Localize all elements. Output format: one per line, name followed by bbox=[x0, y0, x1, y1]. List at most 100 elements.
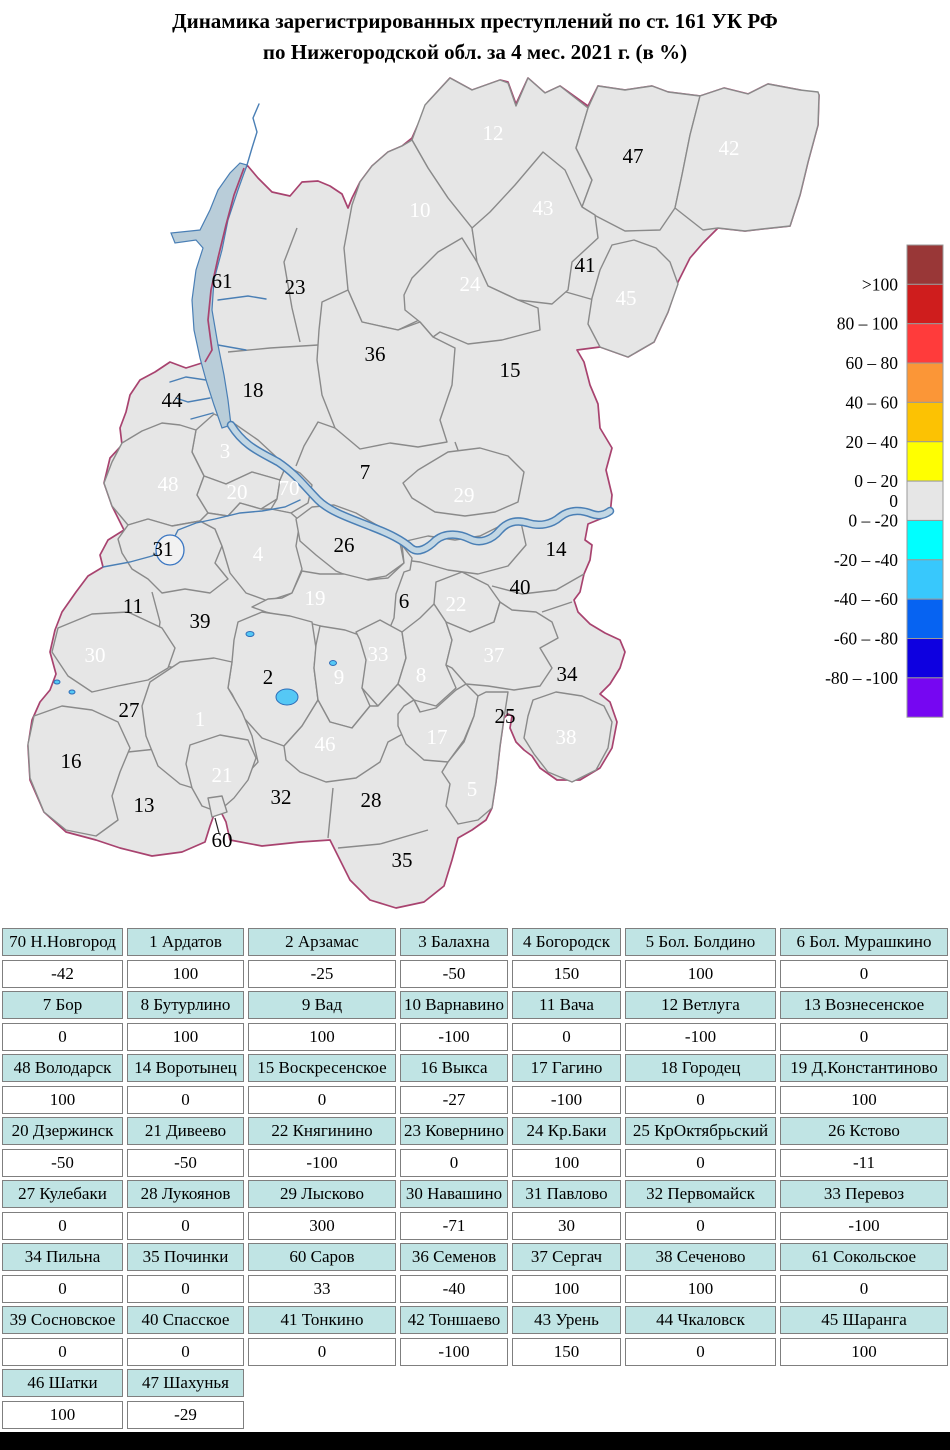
legend-swatch-8 bbox=[906, 559, 944, 600]
region-name-cell: 37 Сергач bbox=[512, 1243, 621, 1271]
map-region-21 bbox=[185, 734, 257, 813]
region-name-cell: 3 Балахна bbox=[400, 928, 508, 956]
legend-label-5: 0 – 20 bbox=[854, 471, 898, 491]
map-region-label-18: 18 bbox=[243, 378, 264, 402]
river-branch-west-3 bbox=[190, 412, 214, 420]
region-name-cell: 7 Бор bbox=[2, 991, 123, 1019]
map-region-label-36: 36 bbox=[365, 342, 386, 366]
map-region-label-30: 30 bbox=[85, 643, 106, 667]
region-value-cell: 300 bbox=[248, 1212, 396, 1240]
river-branch-west-1 bbox=[169, 376, 207, 383]
region-name-cell: 16 Выкса bbox=[400, 1054, 508, 1082]
river-branch-east-1 bbox=[217, 295, 267, 301]
region-name-cell: 36 Семенов bbox=[400, 1243, 508, 1271]
map-region-label-5: 5 bbox=[467, 777, 478, 801]
legend-swatch-1 bbox=[906, 283, 944, 325]
legend-swatch-6 bbox=[906, 480, 944, 521]
legend-swatch-3 bbox=[906, 362, 944, 403]
region-name-cell: 40 Спасское bbox=[127, 1306, 244, 1334]
map-region-label-33: 33 bbox=[368, 642, 389, 666]
region-name-cell: 8 Бутурлино bbox=[127, 991, 244, 1019]
region-value-cell: 0 bbox=[248, 1338, 396, 1366]
region-value-cell: 0 bbox=[625, 1086, 776, 1114]
map-region-48 bbox=[103, 422, 209, 527]
region-name-cell: 9 Вад bbox=[248, 991, 396, 1019]
region-name-cell: 25 КрОктябрьский bbox=[625, 1117, 776, 1145]
legend-label-10: -60 – -80 bbox=[834, 629, 898, 649]
region-name-cell: 2 Арзамас bbox=[248, 928, 396, 956]
table-header-row-4: 20 Дзержинск 21 Дивеево 22 Княгинино 23 Ков… bbox=[0, 1114, 950, 1145]
table-header-row-7: 39 Сосновское 40 Спасское 41 Тонкино 42 Тон… bbox=[0, 1303, 950, 1334]
region-name-cell: 6 Бол. Мурашкино bbox=[780, 928, 948, 956]
page-title: Динамика зарегистрированных преступлений… bbox=[0, 6, 950, 68]
region-name-cell: 27 Кулебаки bbox=[2, 1180, 123, 1208]
table-value-row-8: 100 -29 bbox=[0, 1397, 950, 1429]
table-header-row-5: 27 Кулебаки 28 Лукоянов 29 Лысково 30 Наваш… bbox=[0, 1177, 950, 1208]
map-region-label-41: 41 bbox=[575, 253, 596, 277]
region-name-cell: 29 Лысково bbox=[248, 1180, 396, 1208]
map-region-label-6: 6 bbox=[399, 589, 410, 613]
map-region-label-16: 16 bbox=[61, 749, 82, 773]
map-region-24 bbox=[403, 237, 541, 345]
region-name-cell: 4 Богородск bbox=[512, 928, 621, 956]
legend-label-0: >100 bbox=[862, 274, 898, 294]
map-region-label-19: 19 bbox=[305, 586, 326, 610]
region-value-cell: 0 bbox=[512, 1023, 621, 1051]
region-name-cell: 39 Сосновское bbox=[2, 1306, 123, 1334]
oblast-border-through-water bbox=[204, 167, 245, 363]
region-name-cell: 45 Шаранга bbox=[780, 1306, 948, 1334]
table-header-row-1: 70 Н.Новгород 1 Ардатов 2 Арзамас 3 Балахна… bbox=[0, 925, 950, 956]
region-name-cell: 43 Урень bbox=[512, 1306, 621, 1334]
region-value-cell: 100 bbox=[625, 960, 776, 988]
legend-swatch-0 bbox=[906, 244, 944, 285]
region-name-cell: 48 Володарск bbox=[2, 1054, 123, 1082]
region-name-cell: 5 Бол. Болдино bbox=[625, 928, 776, 956]
region-name-cell: 33 Перевоз bbox=[780, 1180, 948, 1208]
map-region-19 bbox=[251, 544, 413, 637]
region-value-cell: 0 bbox=[400, 1149, 508, 1177]
bottom-black-bar bbox=[0, 1432, 950, 1450]
region-value-cell: -100 bbox=[512, 1086, 621, 1114]
map-region-label-25: 25 bbox=[495, 704, 516, 728]
legend-swatch-7 bbox=[906, 519, 944, 561]
region-name-cell: 10 Варнавино bbox=[400, 991, 508, 1019]
region-value-cell: 0 bbox=[625, 1338, 776, 1366]
legend-swatch-2 bbox=[906, 323, 944, 364]
region-name-cell: 47 Шахунья bbox=[127, 1369, 244, 1397]
table-header-row-8: 46 Шатки 47 Шахунья bbox=[0, 1366, 950, 1397]
region-value-cell: -100 bbox=[625, 1023, 776, 1051]
map-region-label-60: 60 bbox=[212, 828, 233, 852]
region-value-cell: 0 bbox=[2, 1275, 123, 1303]
map-container: 70 1 2 3 4 5 6 7 8 9 10 11 12 13 48 14 15 16 17 18 19 20 21 22 2… bbox=[27, 77, 944, 909]
map-region-label-21: 21 bbox=[212, 763, 233, 787]
region-name-cell: 41 Тонкино bbox=[248, 1306, 396, 1334]
map-region-label-70: 70 bbox=[279, 476, 300, 500]
map-region-label-40: 40 bbox=[510, 575, 531, 599]
map-region-label-17: 17 bbox=[427, 725, 448, 749]
region-name-cell: 61 Сокольское bbox=[780, 1243, 948, 1271]
title-line-2: по Нижегородской обл. за 4 мес. 2021 г. … bbox=[262, 40, 688, 64]
region-value-cell: 100 bbox=[625, 1275, 776, 1303]
region-name-cell: 38 Сеченово bbox=[625, 1243, 776, 1271]
map-region-45 bbox=[587, 239, 679, 358]
region-value-cell: 0 bbox=[780, 960, 948, 988]
region-value-cell: -100 bbox=[780, 1212, 948, 1240]
region-value-cell: 150 bbox=[512, 960, 621, 988]
region-name-cell: 12 Ветлуга bbox=[625, 991, 776, 1019]
region-value-cell: 0 bbox=[127, 1086, 244, 1114]
region-value-cell: 100 bbox=[2, 1086, 123, 1114]
map-region-label-20: 20 bbox=[227, 480, 248, 504]
region-value-cell: -71 bbox=[400, 1212, 508, 1240]
region-name-cell: 18 Городец bbox=[625, 1054, 776, 1082]
region-value-cell: 100 bbox=[127, 960, 244, 988]
map-region-label-10: 10 bbox=[410, 198, 431, 222]
region-name-cell: 17 Гагино bbox=[512, 1054, 621, 1082]
region-name-cell: 28 Лукоянов bbox=[127, 1180, 244, 1208]
region-value-cell: 100 bbox=[780, 1086, 948, 1114]
map-region-label-9: 9 bbox=[334, 665, 345, 689]
legend-label-3: 40 – 60 bbox=[846, 392, 899, 412]
region-value-cell: 100 bbox=[512, 1275, 621, 1303]
region-name-cell: 11 Вача bbox=[512, 991, 621, 1019]
region-name-cell: 35 Починки bbox=[127, 1243, 244, 1271]
region-value-cell: 100 bbox=[127, 1023, 244, 1051]
